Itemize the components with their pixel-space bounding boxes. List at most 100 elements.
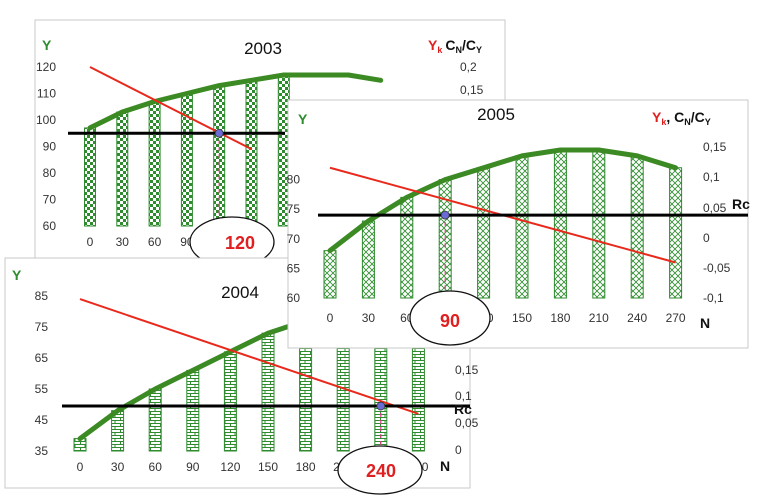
chart-panel-2005: 6065707580-0,1-0,0500,050,10,15030609012… (287, 99, 750, 349)
y2-tick-label-2004: 0,05 (455, 416, 479, 430)
x-tick-label-2005: 150 (512, 311, 532, 325)
y2-tick-label-2003: 0,2 (460, 60, 477, 74)
y-tick-label-2003: 120 (36, 60, 56, 74)
y2-tick-label-2004: 0,15 (455, 363, 479, 377)
y-tick-label-2003: 90 (43, 140, 57, 154)
y2-tick-label-2005: 0,15 (703, 140, 727, 154)
red-line-2003 (89, 66, 252, 151)
x-tick-label-2005: 180 (550, 311, 570, 325)
x-tick-label-2004: 60 (149, 460, 163, 474)
x-tick-label-2003: 60 (148, 235, 162, 249)
y-tick-label-2004: 75 (35, 320, 49, 334)
y2-tick-label-2005: 0 (703, 231, 710, 245)
y2-axis-label-2003: Yk CN/CY (428, 37, 482, 55)
bar-2005 (323, 250, 337, 299)
x-axis-label-2004: N (440, 458, 450, 474)
optimum-marker-2004 (376, 401, 386, 411)
chart-title-2005: 2005 (477, 105, 515, 124)
y2-label-black-2003: C (445, 37, 455, 53)
x-tick-label-2005: 210 (589, 311, 609, 325)
rc-label-2004: Rc (454, 401, 472, 417)
y-tick-label-2003: 100 (36, 113, 56, 127)
y-tick-label-2004: 55 (35, 382, 49, 396)
y2-label-mid-2003: /C (462, 37, 476, 53)
y2-label-black-2005: , C (666, 109, 684, 125)
y-tick-label-2003: 60 (43, 219, 57, 233)
bar-2005 (477, 167, 491, 299)
y-tick-label-2004: 45 (35, 413, 49, 427)
bar-2005 (669, 167, 683, 299)
y2-tick-label-2004: 0 (455, 443, 462, 457)
y2-tick-label-2005: -0,05 (703, 261, 731, 275)
bar-2005 (400, 196, 414, 299)
bar-2005 (630, 155, 644, 299)
bar-2003 (84, 127, 96, 227)
x-tick-label-2004: 150 (258, 460, 278, 474)
y-tick-label-2004: 65 (35, 351, 49, 365)
optimum-ellipse-2005 (409, 290, 491, 346)
x-tick-label-2003: 0 (87, 235, 94, 249)
chart-title-2003: 2003 (244, 39, 282, 58)
y2-label-red-sub-2003: k (437, 45, 443, 55)
rc-label-2005: Rc (732, 196, 750, 212)
x-tick-label-2004: 120 (220, 460, 240, 474)
bar-2004 (261, 332, 275, 452)
y2-tick-label-2004: 0,1 (455, 389, 472, 403)
optimum-marker-2005 (440, 210, 450, 220)
y-tick-label-2005: 80 (287, 173, 301, 187)
bar-2003 (116, 111, 129, 227)
yield-curve-2003 (87, 72, 384, 131)
y-tick-label-2003: 80 (43, 166, 57, 180)
y2-label-red-sub-2005: k (661, 117, 667, 127)
y-tick-label-2005: 75 (287, 202, 301, 216)
x-tick-label-2005: 30 (362, 311, 376, 325)
optimum-label-2005: 90 (440, 311, 460, 331)
y-tick-label-2005: 60 (287, 291, 301, 305)
bar-2003 (245, 79, 258, 227)
bar-2005 (592, 149, 606, 299)
y-axis-label-2005: Y (298, 111, 308, 127)
chart-title-2004: 2004 (221, 283, 259, 302)
y2-label-sub2-2003: Y (476, 45, 482, 55)
red-line-2004 (79, 298, 419, 415)
y2-label-red-2005: Y (652, 109, 662, 125)
bar-2005 (515, 155, 529, 299)
bar-2004 (223, 351, 237, 452)
x-tick-label-2004: 180 (296, 460, 316, 474)
x-axis-label-2005: N (700, 315, 710, 331)
bar-2004 (148, 388, 162, 452)
optimum-label-2003: 120 (225, 233, 255, 253)
y-tick-label-2004: 85 (35, 289, 49, 303)
y2-label-sub1-2005: N (684, 117, 691, 127)
optimum-ellipse-2004 (337, 445, 423, 495)
y-tick-label-2004: 35 (35, 444, 49, 458)
bar-2004 (186, 369, 200, 452)
y-axis-label-2003: Y (42, 37, 52, 53)
bar-2005 (361, 220, 375, 299)
y2-label-sub1-2003: N (455, 45, 462, 55)
y-tick-label-2005: 70 (287, 232, 301, 246)
x-tick-label-2004: 0 (77, 460, 84, 474)
y2-tick-label-2003: 0,15 (460, 83, 484, 97)
y-tick-label-2003: 110 (37, 87, 56, 101)
x-tick-label-2005: 270 (666, 311, 686, 325)
x-tick-label-2004: 90 (186, 460, 200, 474)
x-tick-label-2005: 0 (327, 311, 334, 325)
x-tick-label-2005: 240 (627, 311, 647, 325)
x-tick-label-2003: 30 (116, 235, 130, 249)
y2-label-red-2003: Y (428, 37, 438, 53)
y2-label-mid-2005: /C (691, 109, 705, 125)
y-axis-label-2004: Y (12, 267, 22, 283)
plot-2005: 6065707580-0,1-0,0500,050,10,15030609012… (287, 140, 748, 325)
bar-2003 (148, 100, 161, 227)
x-tick-label-2004: 30 (111, 460, 125, 474)
y-tick-label-2005: 65 (287, 261, 301, 275)
y2-axis-label-2005: Yk, CN/CY (652, 109, 711, 127)
y-tick-label-2003: 70 (43, 193, 57, 207)
optimum-label-2004: 240 (366, 461, 396, 481)
y2-tick-label-2005: 0,1 (703, 170, 720, 184)
yield-curve-2005 (327, 147, 679, 254)
y2-tick-label-2005: 0,05 (703, 201, 727, 215)
bar-2005 (553, 149, 567, 299)
